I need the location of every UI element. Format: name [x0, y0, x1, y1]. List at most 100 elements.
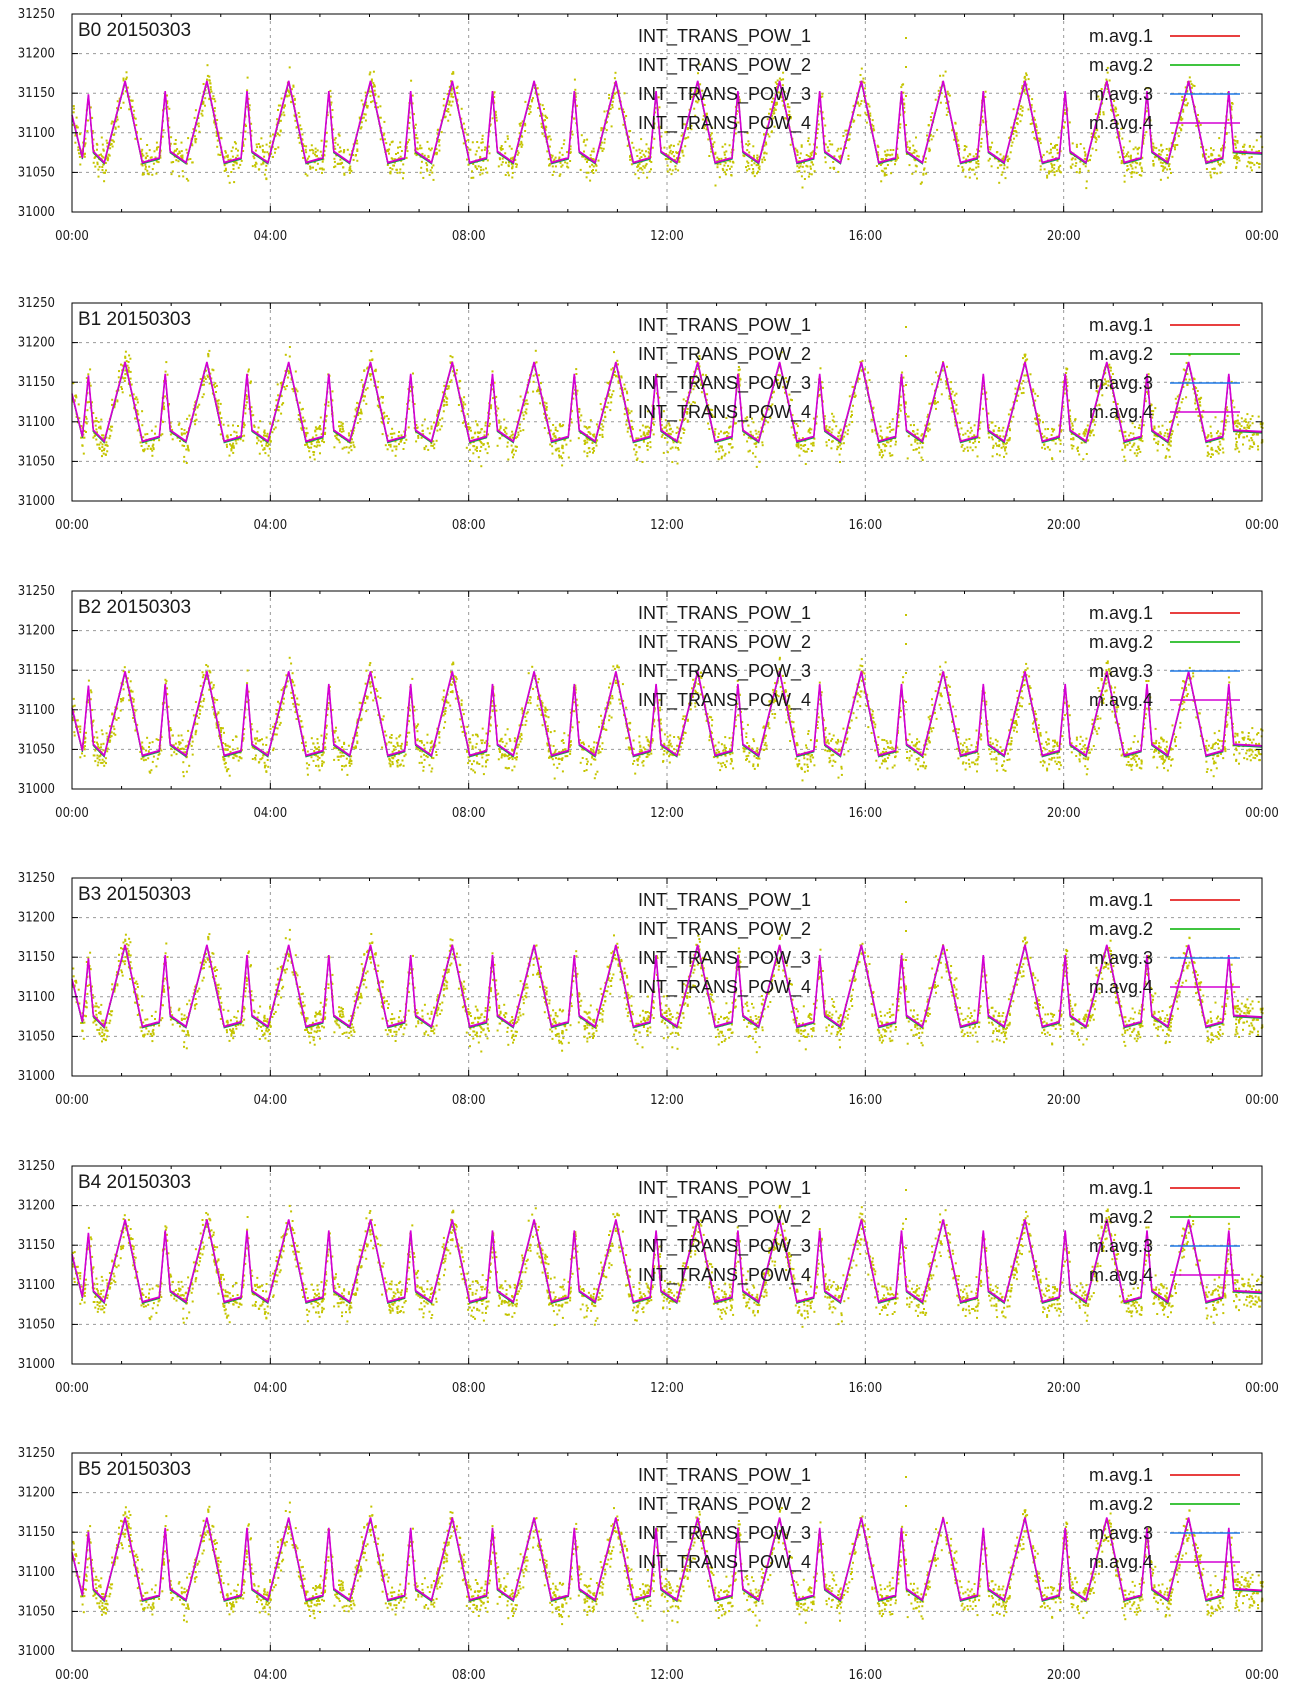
data-point [108, 437, 110, 439]
data-point [340, 422, 342, 424]
data-point [808, 155, 810, 157]
data-point [782, 78, 784, 80]
data-point [902, 92, 904, 94]
data-point [574, 89, 576, 91]
data-point [120, 107, 122, 109]
data-point [489, 152, 491, 154]
data-point [485, 448, 487, 450]
data-point [646, 163, 648, 165]
data-point [957, 413, 959, 415]
data-point [842, 135, 844, 137]
data-point [1028, 88, 1030, 90]
data-point [918, 156, 920, 158]
data-point [678, 449, 680, 451]
data-point [1217, 430, 1219, 432]
data-point [1017, 395, 1019, 397]
data-point [128, 108, 130, 110]
data-point [1238, 451, 1240, 453]
data-point [472, 437, 474, 439]
data-point [1220, 172, 1222, 174]
data-point [431, 148, 433, 150]
data-point [1179, 127, 1181, 129]
data-point [320, 151, 322, 153]
data-point [864, 87, 866, 89]
data-point [436, 440, 438, 442]
data-point [1172, 132, 1174, 134]
data-point [512, 434, 514, 436]
data-point [133, 110, 135, 112]
data-point [894, 163, 896, 165]
data-point [145, 442, 147, 444]
data-point [395, 448, 397, 450]
data-point [606, 129, 608, 131]
data-point [932, 135, 934, 137]
data-point [1157, 450, 1159, 452]
data-point [1038, 415, 1040, 417]
data-point [1028, 78, 1030, 80]
data-point [1002, 171, 1004, 173]
data-point [891, 154, 893, 156]
data-point [1216, 172, 1218, 174]
data-point [552, 174, 554, 176]
data-point [1210, 456, 1212, 458]
data-point [334, 142, 336, 144]
data-point [1234, 448, 1236, 450]
data-point [298, 137, 300, 139]
data-point [333, 158, 335, 160]
data-point [408, 426, 410, 428]
data-point [128, 354, 130, 356]
data-point [814, 170, 816, 172]
data-point [475, 420, 477, 422]
data-point [1210, 448, 1212, 450]
data-point [1115, 107, 1117, 109]
data-point [441, 131, 443, 133]
data-point [130, 378, 132, 380]
data-point [476, 150, 478, 152]
data-point [86, 409, 88, 411]
data-point [542, 104, 544, 106]
data-point [1234, 143, 1236, 145]
data-point [198, 125, 200, 127]
data-point [120, 364, 122, 366]
data-point [421, 437, 423, 439]
data-point [256, 146, 258, 148]
data-point [844, 130, 846, 132]
data-point [312, 451, 314, 453]
data-point [151, 430, 153, 432]
data-point [552, 165, 554, 167]
data-point [1034, 110, 1036, 112]
data-point [224, 150, 226, 152]
data-point [229, 455, 231, 457]
data-point [253, 155, 255, 157]
data-point [584, 426, 586, 428]
data-point [928, 124, 930, 126]
data-point [1169, 148, 1171, 150]
data-point [141, 149, 143, 151]
data-point [1083, 147, 1085, 149]
data-point [398, 431, 400, 433]
data-point [1166, 429, 1168, 431]
data-point [818, 124, 820, 126]
data-point [919, 442, 921, 444]
data-point [561, 464, 563, 466]
data-point [335, 137, 337, 139]
data-point [146, 152, 148, 154]
data-point [586, 455, 588, 457]
data-point [519, 424, 521, 426]
data-point [1218, 448, 1220, 450]
data-point [559, 457, 561, 459]
data-point [370, 373, 372, 375]
data-point [722, 449, 724, 451]
data-point [1198, 121, 1200, 123]
data-point [466, 159, 468, 161]
data-point [677, 169, 679, 171]
data-point [128, 361, 130, 363]
data-point [796, 171, 798, 173]
data-point [804, 171, 806, 173]
data-point [909, 140, 911, 142]
data-point [931, 112, 933, 114]
data-point [761, 159, 763, 161]
data-point [511, 431, 513, 433]
data-point [998, 444, 1000, 446]
data-point [1194, 402, 1196, 404]
